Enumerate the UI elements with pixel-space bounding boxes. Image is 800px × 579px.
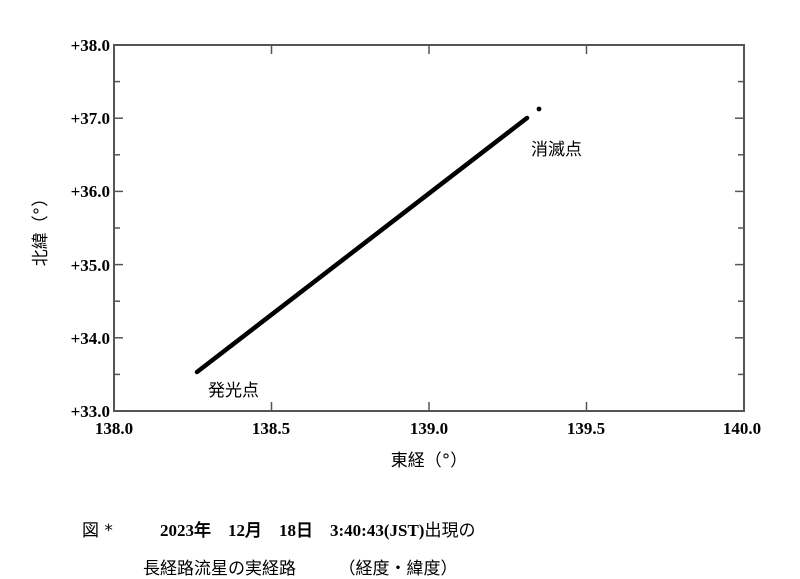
y-tick-label: +36.0 [71, 182, 110, 201]
x-axis-title: 東経（°） [391, 451, 468, 471]
x-ticks [270, 45, 588, 411]
end-point-label: 消滅点 [531, 140, 582, 160]
caption-line2: 長経路流星の実経路 （経度・緯度） [143, 559, 458, 579]
start-point-label: 発光点 [208, 381, 259, 401]
x-tick-labels: 138.0 138.5 139.0 139.5 140.0 [95, 419, 761, 438]
caption-date: 2023年 12月 18日 3:40:43(JST) [160, 521, 425, 540]
x-tick-label: 138.5 [252, 419, 290, 438]
meteor-path-line [194, 115, 530, 375]
chart: +33.0 +34.0 +35.0 +36.0 +37.0 +38.0 138.… [31, 36, 761, 471]
y-tick-label: +38.0 [71, 36, 110, 55]
figure-caption: 図 * 2023年 12月 18日 3:40:43(JST)出現の 長経路流星の実… [65, 502, 475, 579]
y-axis-title: 北緯（°） [31, 190, 51, 267]
y-ticks [114, 44, 744, 412]
y-tick-label: +33.0 [71, 402, 110, 421]
y-tick-labels: +33.0 +34.0 +35.0 +36.0 +37.0 +38.0 [71, 36, 110, 421]
figure-label: 図 * [82, 521, 113, 541]
caption-suffix: 出現の [424, 521, 476, 541]
x-tick-label: 139.0 [410, 419, 448, 438]
x-tick-label: 139.5 [567, 419, 605, 438]
meteor-end-fragment [536, 106, 542, 112]
x-tick-label: 140.0 [723, 419, 761, 438]
y-tick-label: +35.0 [71, 256, 110, 275]
x-tick-label: 138.0 [95, 419, 133, 438]
y-tick-label: +37.0 [71, 109, 110, 128]
y-tick-label: +34.0 [71, 329, 110, 348]
plot-frame [113, 44, 745, 412]
